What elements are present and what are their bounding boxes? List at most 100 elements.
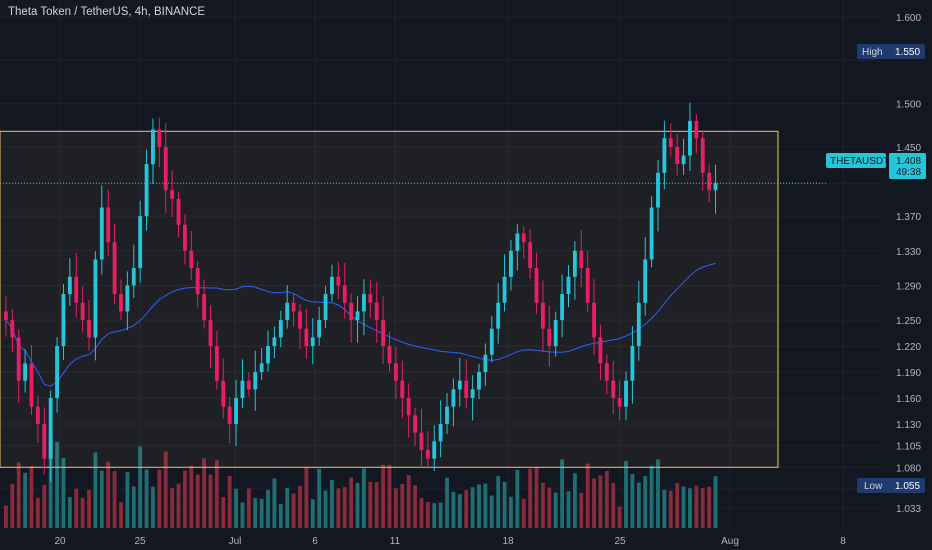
volume-bar [330,479,334,528]
high-tag-label: High [862,47,883,58]
candle [445,393,449,435]
candle-body [528,242,533,269]
candle [553,311,558,357]
candle [560,274,565,338]
candle [464,359,469,409]
candle [509,240,513,291]
volume-bar [464,490,469,528]
candle-body [151,129,155,165]
price-tick-label: 1.600 [896,13,921,24]
candle [713,164,718,214]
volume-bar [547,487,552,528]
volume-bar [80,497,85,528]
volume-bar [202,458,207,528]
volume-bar [298,485,302,528]
candle-body [592,302,596,338]
candle-body [317,320,322,338]
candle [419,408,424,469]
volume-bar [61,457,66,528]
candle-body [272,337,277,347]
volume-bar [29,466,34,528]
candle [131,244,136,299]
candle-body [432,441,437,459]
volume-bar [119,502,123,528]
candle [67,258,72,306]
candle-body [349,302,354,321]
candle [406,383,411,438]
candle-body [572,250,577,277]
symbol-tag-bg [826,153,886,168]
candle [617,380,622,421]
volume-bar [4,505,8,528]
candle-body [157,129,162,147]
candle-body [362,294,366,312]
volume-bar [234,488,238,528]
candle-body [23,363,28,381]
price-axis[interactable]: 1.600 1.500 1.450 1.370 1.330 1.290 1.250 1.220… [896,13,921,515]
candle-body [266,346,270,364]
price-tick-label: 1.033 [896,504,921,515]
volume-bar [381,464,386,528]
candle [611,360,616,415]
candle [604,354,609,395]
time-axis[interactable]: 20 25 Jul 6 11 18 25 Aug 8 [54,536,846,547]
volume-bar [675,483,680,528]
candle [457,358,462,407]
candle [585,251,590,312]
volume-bar [317,468,322,528]
candle [74,252,79,318]
price-tick-label: 1.250 [896,316,921,327]
volume-bar [138,446,143,528]
candle [285,285,290,329]
candle-body [598,337,603,364]
candle [425,431,430,469]
candle-body [93,259,98,338]
candle [266,330,270,372]
candle [496,282,501,344]
candle [144,149,149,231]
symbol-title: Theta Token / TetherUS, 4h, BINANCE [8,6,206,18]
volume-bar [304,466,309,528]
candle-body [374,302,379,321]
candle-body [330,276,334,295]
candle [374,282,379,343]
candle-body [649,207,654,260]
volume-bar [477,484,481,528]
candle [61,283,66,361]
candle [183,214,187,265]
candle-body [310,337,315,347]
candle-body [617,398,622,407]
candle-body [355,311,360,321]
candle-body [240,380,245,399]
time-tick-label: 25 [134,536,146,547]
low-tag-value: 1.055 [895,481,920,492]
candle-body [707,172,712,191]
candle-body [534,268,539,303]
time-tick-label: 18 [502,536,514,547]
candle [668,123,673,157]
candle-body [393,363,398,381]
candle-body [445,406,449,425]
volume-bar [16,462,21,528]
candle-body [489,328,494,355]
volume-bar [176,483,181,528]
candle [707,164,712,203]
volume-bar [253,498,258,528]
volume-bar [572,473,577,528]
candle [400,360,405,419]
time-tick-label: 20 [54,536,66,547]
volume-bar [125,472,130,528]
volume-bar [259,498,264,528]
volume-bar [668,490,673,528]
volume-bar [694,485,699,528]
time-tick-label: 25 [614,536,626,547]
candle [502,254,507,312]
candle [278,310,283,348]
volume-bar [604,470,609,528]
volume-bar [368,481,373,528]
candle-body [451,389,456,407]
candle-body [387,346,392,364]
